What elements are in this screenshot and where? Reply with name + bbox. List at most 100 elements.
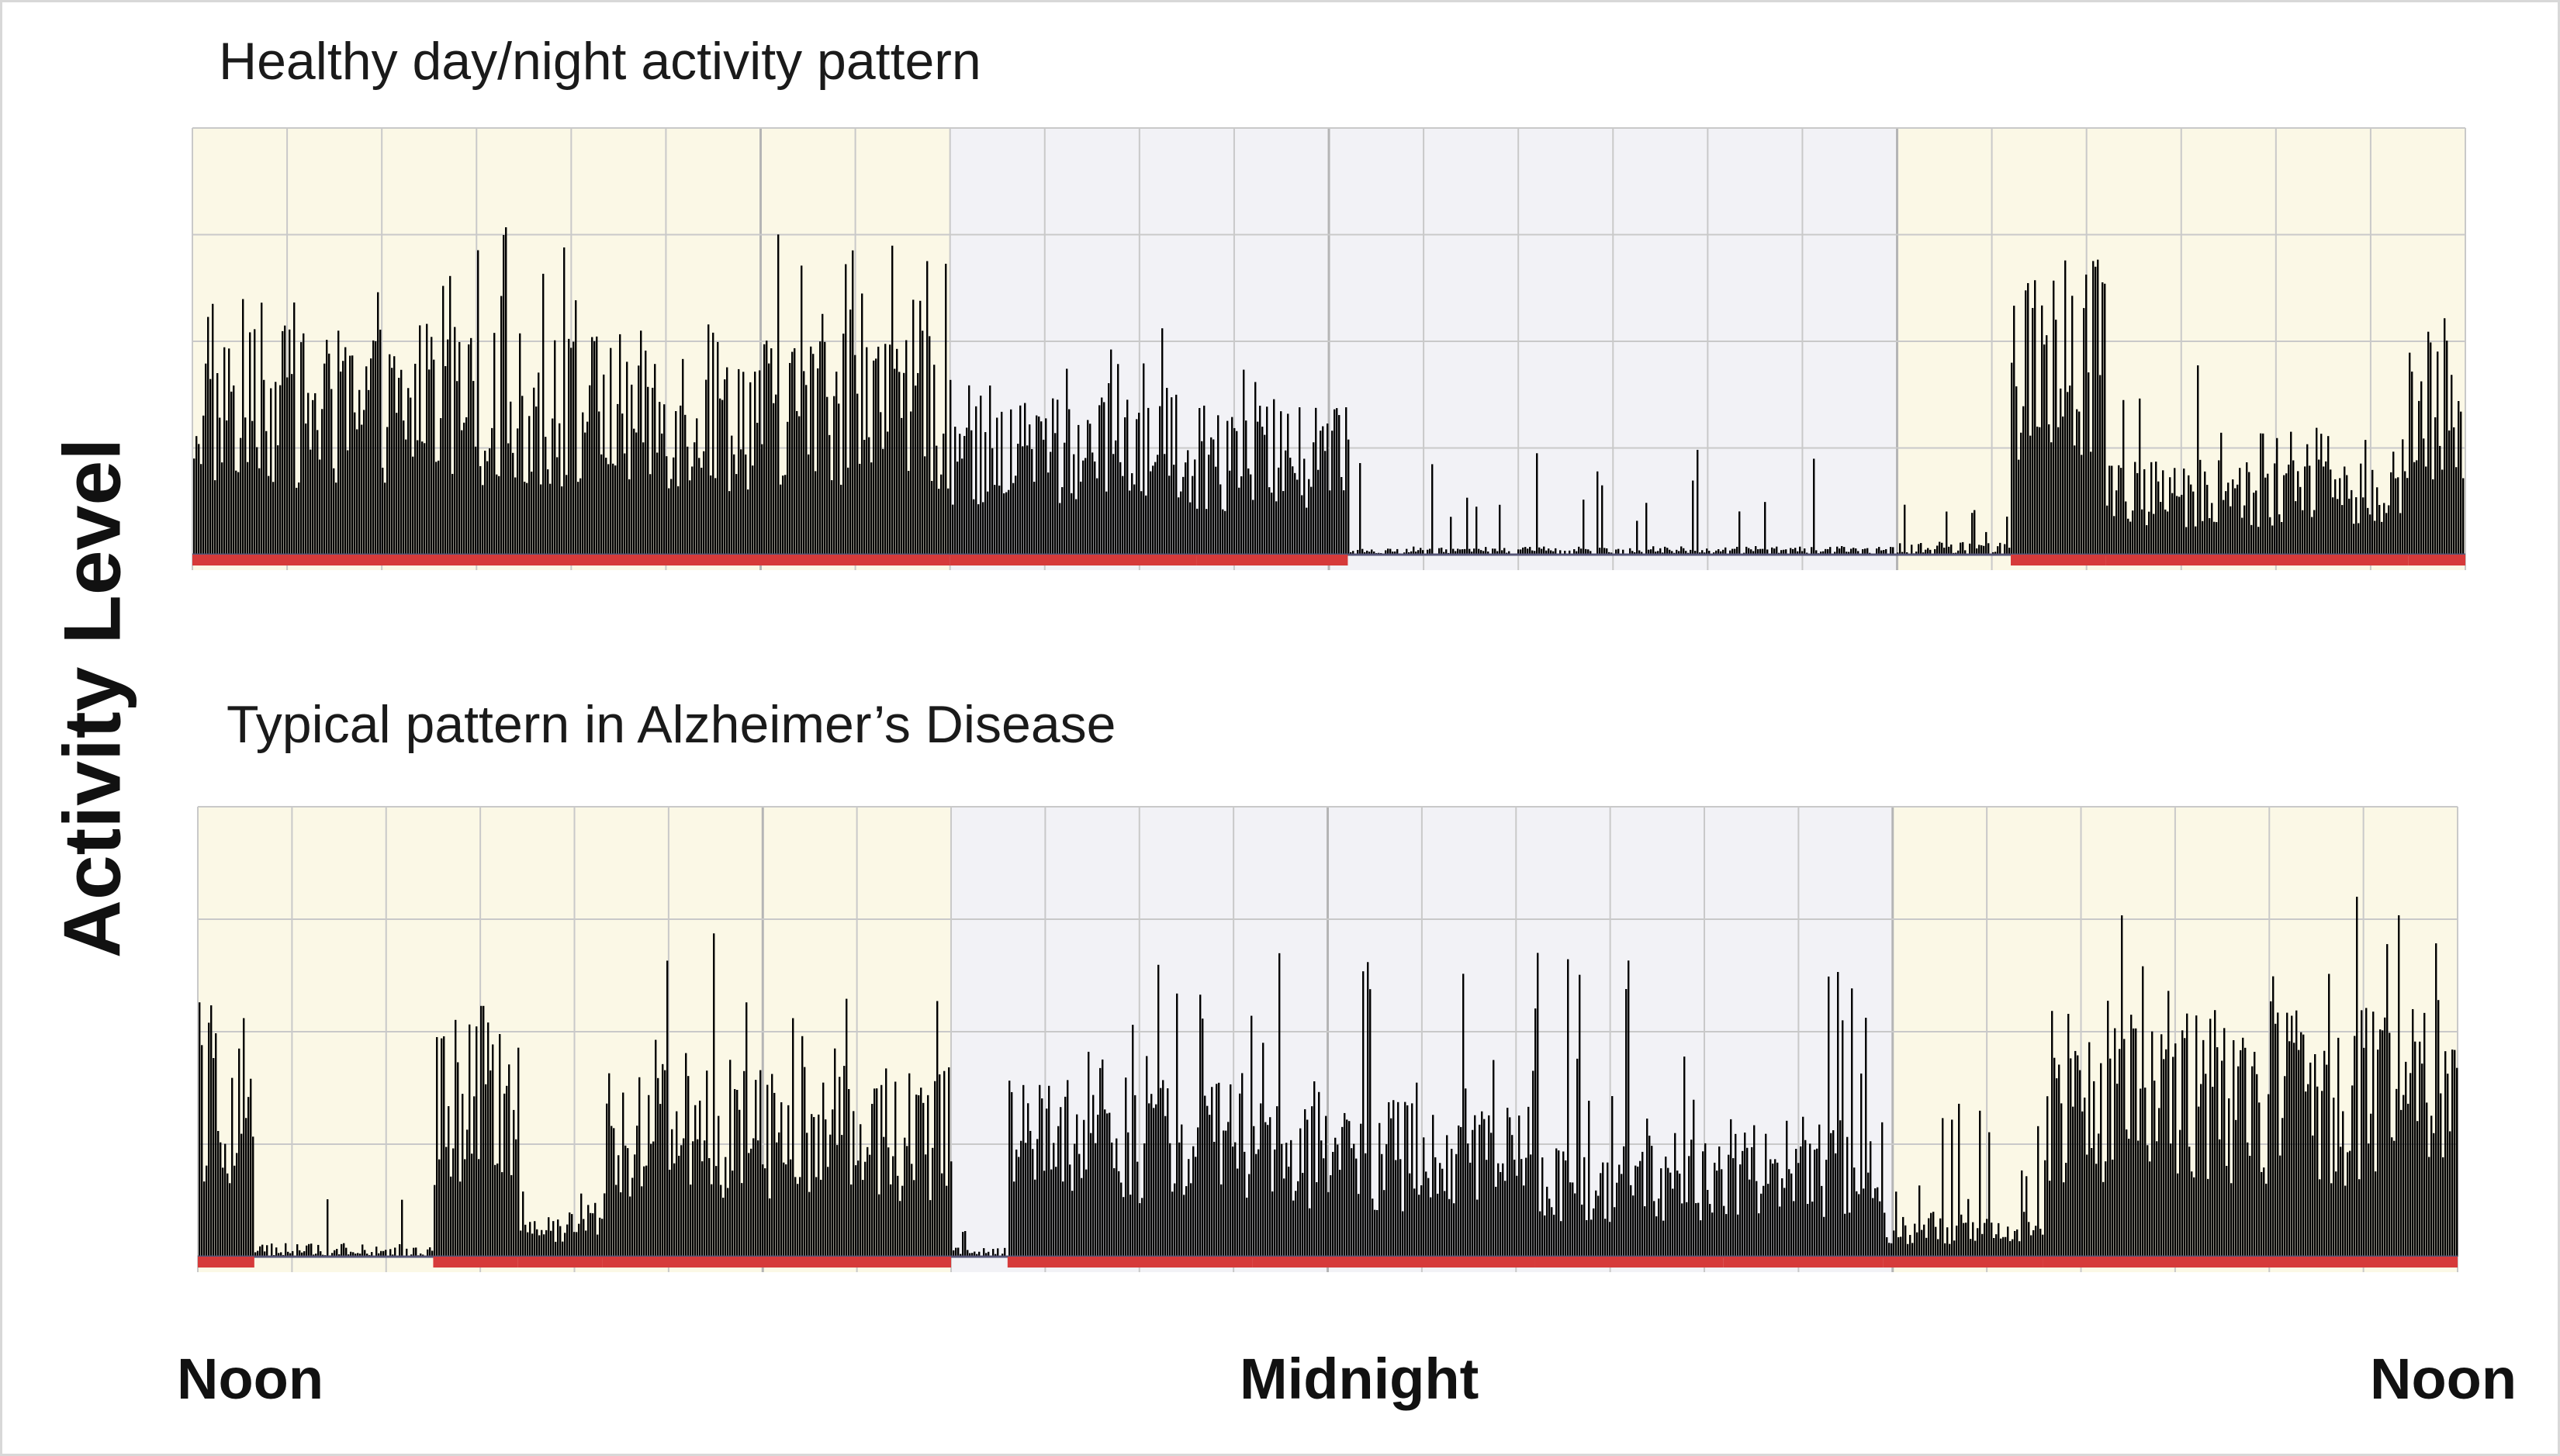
activity-bar (1392, 1100, 1395, 1257)
activity-bar (2254, 1051, 2256, 1257)
activity-bar (1593, 1208, 1595, 1257)
activity-bar (1802, 1116, 1804, 1257)
activity-bar (1541, 548, 1543, 555)
activity-bar (486, 461, 489, 555)
activity-bar (1700, 1220, 1702, 1257)
activity-bar (1386, 1144, 1388, 1257)
activity-bar (864, 1161, 867, 1257)
activity-bar (666, 456, 668, 555)
activity-bar (1932, 1212, 1935, 1257)
activity-bar (1085, 1169, 1088, 1257)
activity-bar (1302, 1173, 1304, 1257)
activity-bar (2414, 1041, 2416, 1257)
activity-bar (238, 1048, 240, 1257)
activity-bar (554, 340, 556, 555)
activity-bar (496, 474, 498, 555)
activity-bar (217, 1130, 220, 1257)
activity-bar (2334, 479, 2337, 555)
activity-bar (1857, 551, 1859, 555)
activity-bar (1278, 953, 1281, 1257)
activity-bar (2305, 1091, 2307, 1257)
activity-marker-strip (1196, 555, 1348, 565)
activity-bar (1707, 1189, 1709, 1257)
activity-bar (680, 1145, 683, 1257)
activity-bar (738, 368, 740, 555)
activity-bar (1834, 552, 1836, 555)
activity-bar (1720, 551, 1722, 555)
activity-bar (231, 1077, 234, 1257)
activity-bar (2410, 1073, 2412, 1257)
activity-bar (1220, 1184, 1223, 1257)
activity-bar (813, 1117, 815, 1257)
activity-bar (2393, 1140, 2396, 1257)
activity-bar (898, 372, 901, 555)
activity-bar (1134, 1095, 1136, 1257)
activity-bar (2337, 499, 2339, 555)
activity-bar (538, 1235, 541, 1257)
activity-bar (1923, 1224, 1925, 1257)
activity-bar (1552, 551, 1555, 555)
activity-bar (805, 385, 808, 555)
activity-bar (1178, 497, 1180, 555)
activity-bar (835, 372, 838, 555)
activity-bar (2302, 1034, 2305, 1257)
activity-bar (2370, 1113, 2372, 1257)
activity-bar (1523, 1185, 1525, 1257)
activity-bar (2070, 1058, 2072, 1257)
activity-bar (2242, 1037, 2244, 1257)
activity-bar (2441, 469, 2444, 555)
activity-bar (852, 250, 854, 555)
activity-bar (2160, 502, 2162, 555)
activity-bar (2026, 1176, 2028, 1257)
activity-bar (1445, 549, 1448, 555)
activity-bar (2309, 465, 2311, 555)
activity-bar (1667, 1167, 1669, 1257)
activity-bar (2053, 280, 2055, 555)
activity-bar (1607, 1162, 1609, 1257)
activity-bar (1143, 1143, 1146, 1257)
activity-bar (1600, 1173, 1602, 1257)
activity-bar (801, 265, 803, 555)
activity-bar (2430, 1115, 2433, 1257)
activity-bar (587, 1205, 590, 1257)
activity-bar (1290, 1140, 1292, 1257)
activity-bar (2198, 1106, 2200, 1257)
activity-bar (256, 447, 258, 555)
activity-bar (571, 1214, 573, 1257)
activity-bar (822, 1082, 825, 1257)
activity-bar (645, 1165, 648, 1257)
activity-bar (1164, 454, 1166, 555)
activity-bar (778, 1132, 780, 1257)
activity-bar (973, 499, 975, 555)
activity-bar (2389, 1032, 2391, 1257)
activity-bar (633, 428, 635, 555)
activity-bar (1181, 1124, 1183, 1257)
activity-bar (1773, 548, 1776, 555)
activity-bar (573, 341, 575, 555)
activity-bar (476, 1026, 478, 1257)
activity-bar (1797, 551, 1799, 555)
activity-bar (1148, 1103, 1150, 1257)
activity-bar (832, 1109, 834, 1257)
activity-bar (1234, 1142, 1237, 1257)
activity-bar (398, 378, 400, 555)
activity-bar (2218, 460, 2220, 555)
activity-bar (1362, 971, 1365, 1257)
activity-bar (833, 396, 835, 555)
activity-bar (1113, 1167, 1116, 1257)
activity-bar (943, 433, 945, 555)
activity-bar (2226, 1165, 2228, 1257)
activity-bar (1890, 547, 1892, 555)
activity-bar (2249, 1156, 2251, 1257)
activity-bar (1174, 1183, 1176, 1257)
activity-bar (1283, 1178, 1285, 1257)
activity-bar (2419, 1041, 2421, 1257)
activity-bar (1822, 551, 1825, 555)
activity-bar (2130, 1015, 2133, 1257)
activity-bar (2041, 305, 2043, 555)
activity-bar (1671, 551, 1673, 555)
activity-bar (1739, 1164, 1742, 1257)
activity-bar (1029, 1130, 1032, 1257)
activity-bar (592, 1213, 594, 1257)
activity-bar (1574, 1193, 1576, 1257)
